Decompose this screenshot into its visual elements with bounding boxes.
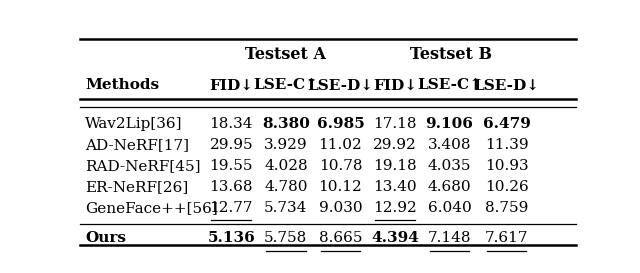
Text: LSE-C↑: LSE-C↑ xyxy=(417,78,482,92)
Text: LSE-D↓: LSE-D↓ xyxy=(307,78,373,92)
Text: RAD-NeRF[45]: RAD-NeRF[45] xyxy=(85,159,200,173)
Text: 9.106: 9.106 xyxy=(426,117,474,131)
Text: FID↓: FID↓ xyxy=(209,78,253,92)
Text: Methods: Methods xyxy=(85,78,159,92)
Text: 12.77: 12.77 xyxy=(209,201,253,215)
Text: 4.780: 4.780 xyxy=(264,180,308,194)
Text: 29.92: 29.92 xyxy=(373,138,417,152)
Text: 8.759: 8.759 xyxy=(485,201,528,215)
Text: 11.02: 11.02 xyxy=(319,138,362,152)
Text: 3.408: 3.408 xyxy=(428,138,471,152)
Text: 9.030: 9.030 xyxy=(319,201,362,215)
Text: ER-NeRF[26]: ER-NeRF[26] xyxy=(85,180,188,194)
Text: AD-NeRF[17]: AD-NeRF[17] xyxy=(85,138,189,152)
Text: 10.26: 10.26 xyxy=(484,180,529,194)
Text: 5.734: 5.734 xyxy=(264,201,308,215)
Text: 5.758: 5.758 xyxy=(264,231,307,245)
Text: 13.40: 13.40 xyxy=(373,180,417,194)
Text: 4.680: 4.680 xyxy=(428,180,471,194)
Text: 8.380: 8.380 xyxy=(262,117,310,131)
Text: Wav2Lip[36]: Wav2Lip[36] xyxy=(85,117,182,131)
Text: 17.18: 17.18 xyxy=(373,117,417,131)
Text: 3.929: 3.929 xyxy=(264,138,308,152)
Text: LSE-D↓: LSE-D↓ xyxy=(474,78,540,92)
Text: 10.93: 10.93 xyxy=(484,159,529,173)
Text: 12.92: 12.92 xyxy=(373,201,417,215)
Text: FID↓: FID↓ xyxy=(373,78,417,92)
Text: 6.479: 6.479 xyxy=(483,117,531,131)
Text: 19.18: 19.18 xyxy=(373,159,417,173)
Text: 6.040: 6.040 xyxy=(428,201,472,215)
Text: 10.12: 10.12 xyxy=(319,180,362,194)
Text: 13.68: 13.68 xyxy=(209,180,253,194)
Text: LSE-C↑: LSE-C↑ xyxy=(253,78,318,92)
Text: 10.78: 10.78 xyxy=(319,159,362,173)
Text: 29.95: 29.95 xyxy=(209,138,253,152)
Text: 5.136: 5.136 xyxy=(207,231,255,245)
Text: 4.394: 4.394 xyxy=(371,231,419,245)
Text: Testset B: Testset B xyxy=(410,46,492,63)
Text: 7.617: 7.617 xyxy=(485,231,528,245)
Text: 8.665: 8.665 xyxy=(319,231,362,245)
Text: 4.028: 4.028 xyxy=(264,159,308,173)
Text: Testset A: Testset A xyxy=(245,46,326,63)
Text: 4.035: 4.035 xyxy=(428,159,471,173)
Text: 7.148: 7.148 xyxy=(428,231,471,245)
Text: GeneFace++[56]: GeneFace++[56] xyxy=(85,201,218,215)
Text: 6.985: 6.985 xyxy=(317,117,364,131)
Text: 19.55: 19.55 xyxy=(209,159,253,173)
Text: Ours: Ours xyxy=(85,231,126,245)
Text: 11.39: 11.39 xyxy=(484,138,529,152)
Text: 18.34: 18.34 xyxy=(209,117,253,131)
